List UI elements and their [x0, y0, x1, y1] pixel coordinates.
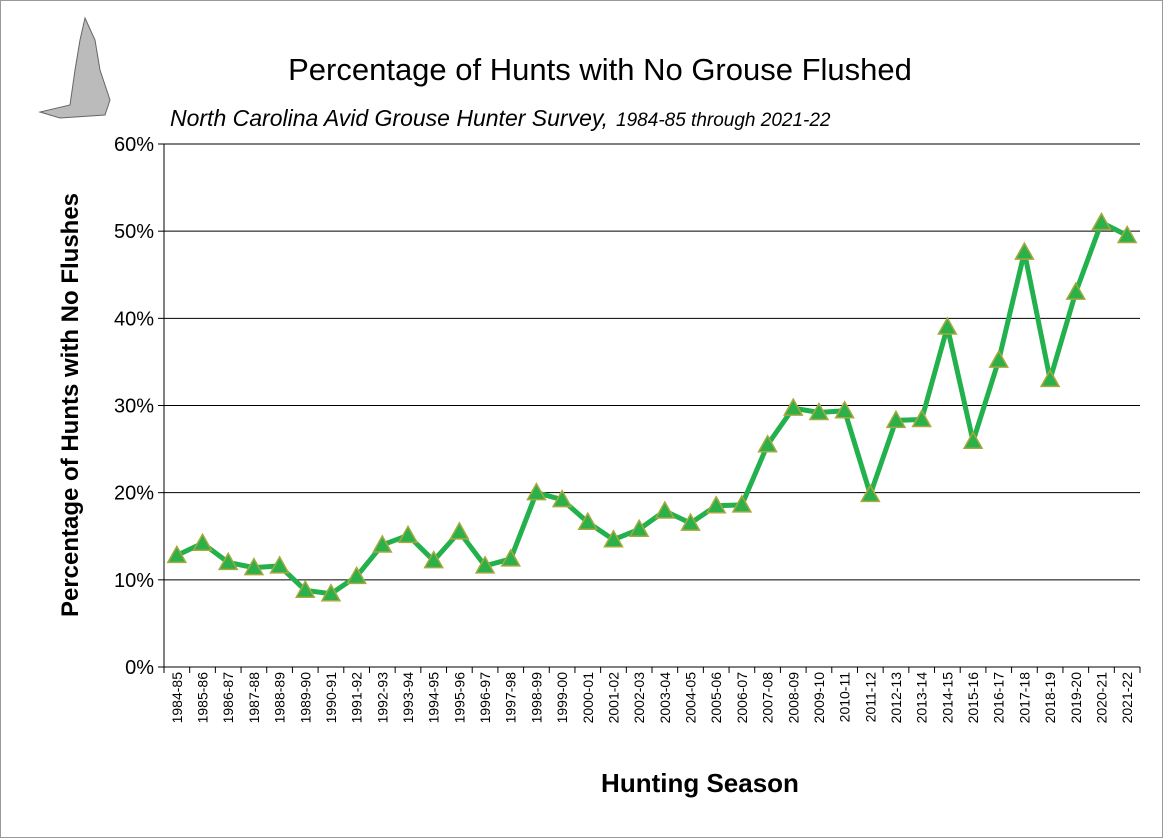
marker [474, 555, 496, 574]
marker [731, 494, 753, 513]
marker [680, 512, 701, 531]
x-tick-label: 1998-99 [528, 672, 544, 724]
marker [423, 550, 444, 569]
marker [860, 483, 881, 503]
grouse-icon [38, 16, 111, 119]
subtitle-text: North Carolina Avid Grouse Hunter Survey… [170, 105, 608, 131]
x-tick-label: 2021-22 [1119, 672, 1135, 724]
x-tick-label: 2001-02 [605, 672, 621, 724]
marker [705, 495, 727, 514]
x-tick-label: 2017-18 [1016, 672, 1032, 724]
x-tick-label: 2012-13 [888, 672, 904, 724]
marker [911, 408, 932, 428]
marker [192, 532, 213, 551]
y-tick-label: 50% [114, 221, 154, 243]
marker [1014, 241, 1035, 260]
marker [962, 430, 984, 449]
marker [166, 544, 188, 564]
x-tick-label: 2010-11 [837, 672, 853, 723]
x-tick-label: 1995-96 [451, 672, 467, 724]
x-tick-label: 2003-04 [657, 672, 673, 724]
x-tick-label: 1985-86 [195, 672, 211, 724]
marker [449, 521, 470, 540]
x-tick-label: 2005-06 [708, 672, 724, 724]
x-tick-label: 2009-10 [811, 672, 827, 724]
x-tick-label: 2014-15 [939, 672, 955, 724]
x-tick-label: 2019-20 [1068, 672, 1084, 724]
x-tick-label: 2004-05 [683, 672, 699, 724]
marker [1091, 211, 1112, 231]
marker [603, 529, 624, 548]
marker [526, 482, 547, 501]
x-tick-label: 1984-85 [169, 672, 185, 724]
marker [294, 579, 316, 599]
marker [834, 400, 855, 419]
marker [500, 548, 522, 567]
y-tick-label: 20% [114, 483, 154, 505]
marker [988, 349, 1010, 368]
x-tick-label: 1989-90 [297, 672, 313, 724]
x-tick-label: 2007-08 [760, 672, 776, 724]
x-tick-label: 1993-94 [400, 672, 416, 724]
subtitle-range: 1984-85 through 2021-22 [616, 110, 831, 131]
marker [1039, 368, 1061, 388]
x-tick-label: 2020-21 [1093, 672, 1109, 724]
marker [654, 500, 676, 519]
x-tick-label: 2000-01 [580, 672, 596, 724]
x-tick-label: 2008-09 [785, 672, 801, 724]
marker [397, 524, 419, 544]
x-tick-label: 2015-16 [965, 672, 981, 724]
x-tick-label: 1992-93 [374, 672, 390, 724]
x-tick-label: 1987-88 [246, 672, 262, 724]
x-tick-label: 2002-03 [631, 672, 647, 724]
x-tick-label: 1990-91 [323, 672, 339, 724]
chart-title: Percentage of Hunts with No Grouse Flush… [288, 52, 912, 87]
marker [551, 489, 573, 508]
marker [372, 534, 393, 553]
marker [628, 518, 650, 538]
y-tick-label: 10% [114, 570, 154, 592]
y-axis-title: Percentage of Hunts with No Flushes [57, 193, 84, 617]
y-tick-label: 30% [114, 396, 154, 418]
marker [1116, 224, 1138, 244]
marker [320, 583, 342, 602]
chart-subtitle: North Carolina Avid Grouse Hunter Survey… [170, 105, 831, 131]
x-tick-label: 2013-14 [914, 672, 930, 724]
y-tick-label: 40% [114, 308, 154, 330]
x-tick-label: 1994-95 [426, 672, 442, 724]
x-tick-label: 1997-98 [503, 672, 519, 724]
x-tick-label: 2006-07 [734, 672, 750, 724]
marker [937, 316, 958, 335]
marker [243, 557, 265, 576]
x-tick-label: 1996-97 [477, 672, 493, 724]
marker [217, 551, 239, 571]
marker [577, 511, 599, 531]
marker [757, 434, 778, 453]
x-tick-label: 2018-19 [1042, 672, 1058, 724]
marker [269, 555, 290, 574]
x-tick-label: 2016-17 [991, 672, 1007, 724]
y-tick-label: 0% [125, 657, 154, 679]
marker [885, 409, 907, 429]
x-tick-label: 1999-00 [554, 672, 570, 724]
marker [782, 397, 804, 416]
marker [1065, 281, 1087, 300]
y-tick-label: 60% [114, 134, 154, 156]
x-tick-label: 1986-87 [220, 672, 236, 724]
x-tick-label: 1988-89 [272, 672, 288, 724]
x-axis-title: Hunting Season [601, 768, 799, 798]
x-tick-label: 2011-12 [862, 672, 878, 723]
marker [808, 401, 830, 421]
marker [346, 565, 367, 585]
x-tick-label: 1991-92 [349, 672, 365, 724]
